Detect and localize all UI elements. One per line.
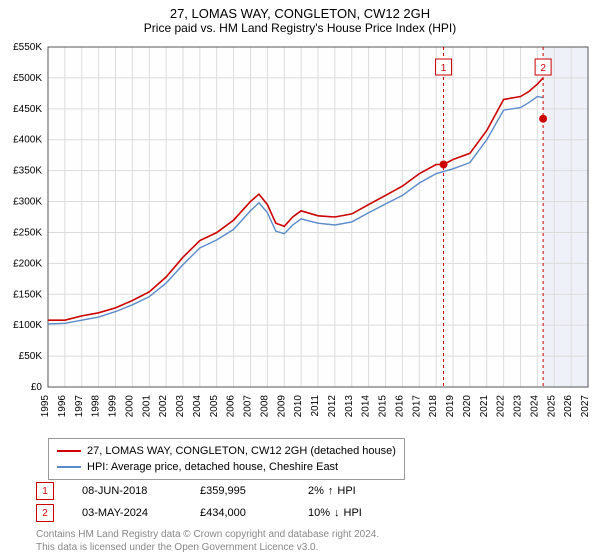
legend-swatch: [57, 450, 81, 452]
sale-price: £434,000: [200, 507, 280, 519]
legend-swatch: [57, 466, 81, 468]
svg-text:£0: £0: [31, 382, 43, 393]
chart-title: 27, LOMAS WAY, CONGLETON, CW12 2GH: [0, 0, 600, 21]
svg-text:£50K: £50K: [19, 351, 43, 362]
svg-text:1998: 1998: [91, 395, 102, 418]
svg-text:2019: 2019: [445, 395, 456, 418]
svg-text:2004: 2004: [192, 395, 203, 418]
svg-text:2011: 2011: [310, 395, 321, 417]
svg-text:£300K: £300K: [13, 197, 42, 208]
svg-text:2013: 2013: [344, 395, 355, 418]
price-chart: £0 £50K £100K £150K £200K £250K £300K £350K £400…: [0, 39, 600, 439]
arrow-up-icon: ↑: [328, 485, 334, 497]
svg-text:£450K: £450K: [13, 104, 42, 115]
legend: 27, LOMAS WAY, CONGLETON, CW12 2GH (deta…: [48, 438, 405, 480]
sale-date: 08-JUN-2018: [82, 485, 172, 497]
sale-date: 03-MAY-2024: [82, 507, 172, 519]
attribution-line: Contains HM Land Registry data © Crown c…: [36, 528, 379, 541]
svg-text:1999: 1999: [108, 395, 119, 418]
sale-diff-vs: HPI: [344, 507, 362, 519]
arrow-down-icon: ↓: [334, 507, 340, 519]
attribution-line: This data is licensed under the Open Gov…: [36, 541, 379, 554]
sale-diff-vs: HPI: [337, 485, 355, 497]
svg-text:2026: 2026: [563, 395, 574, 418]
svg-text:2005: 2005: [209, 395, 220, 418]
svg-text:2001: 2001: [141, 395, 152, 418]
attribution: Contains HM Land Registry data © Crown c…: [36, 528, 379, 554]
svg-text:2024: 2024: [529, 395, 540, 418]
svg-text:2003: 2003: [175, 395, 186, 418]
svg-text:1996: 1996: [57, 395, 68, 418]
legend-label: HPI: Average price, detached house, Ches…: [87, 459, 338, 475]
svg-text:1: 1: [441, 63, 447, 74]
svg-text:1997: 1997: [74, 395, 85, 418]
legend-label: 27, LOMAS WAY, CONGLETON, CW12 2GH (deta…: [87, 443, 396, 459]
chart-subtitle: Price paid vs. HM Land Registry's House …: [0, 21, 600, 39]
svg-text:£250K: £250K: [13, 227, 42, 238]
svg-text:2017: 2017: [411, 395, 422, 418]
sale-diff-pct: 10%: [308, 507, 330, 519]
legend-item: 27, LOMAS WAY, CONGLETON, CW12 2GH (deta…: [57, 443, 396, 459]
svg-text:£550K: £550K: [13, 42, 42, 53]
svg-text:2009: 2009: [276, 395, 287, 418]
sale-diff: 2% ↑ HPI: [308, 485, 418, 497]
svg-text:£350K: £350K: [13, 166, 42, 177]
svg-text:£200K: £200K: [13, 258, 42, 269]
svg-text:2015: 2015: [378, 395, 389, 418]
svg-text:2021: 2021: [479, 395, 490, 418]
svg-text:2002: 2002: [158, 395, 169, 418]
sale-row: 2 03-MAY-2024 £434,000 10% ↓ HPI: [36, 502, 418, 524]
svg-text:2000: 2000: [124, 395, 135, 418]
svg-text:2025: 2025: [546, 395, 557, 418]
svg-text:1995: 1995: [40, 395, 51, 418]
sale-diff: 10% ↓ HPI: [308, 507, 418, 519]
svg-text:2007: 2007: [243, 395, 254, 418]
sale-diff-pct: 2%: [308, 485, 324, 497]
svg-text:£500K: £500K: [13, 73, 42, 84]
svg-text:2006: 2006: [226, 395, 237, 418]
svg-text:2012: 2012: [327, 395, 338, 418]
svg-text:2020: 2020: [462, 395, 473, 418]
legend-item: HPI: Average price, detached house, Ches…: [57, 459, 396, 475]
sale-price: £359,995: [200, 485, 280, 497]
sale-number-box: 2: [36, 504, 54, 522]
sale-row: 1 08-JUN-2018 £359,995 2% ↑ HPI: [36, 480, 418, 502]
sales-table: 1 08-JUN-2018 £359,995 2% ↑ HPI 2 03-MAY…: [36, 480, 418, 524]
sale-number-box: 1: [36, 482, 54, 500]
svg-text:2018: 2018: [428, 395, 439, 418]
svg-text:2014: 2014: [361, 395, 372, 418]
svg-text:£150K: £150K: [13, 289, 42, 300]
svg-text:£100K: £100K: [13, 320, 42, 331]
svg-text:2027: 2027: [580, 395, 591, 418]
svg-text:2016: 2016: [394, 395, 405, 418]
svg-text:2010: 2010: [293, 395, 304, 418]
svg-text:2023: 2023: [513, 395, 524, 418]
svg-text:2022: 2022: [496, 395, 507, 418]
svg-text:£400K: £400K: [13, 135, 42, 146]
svg-text:2: 2: [540, 63, 546, 74]
svg-text:2008: 2008: [259, 395, 270, 418]
